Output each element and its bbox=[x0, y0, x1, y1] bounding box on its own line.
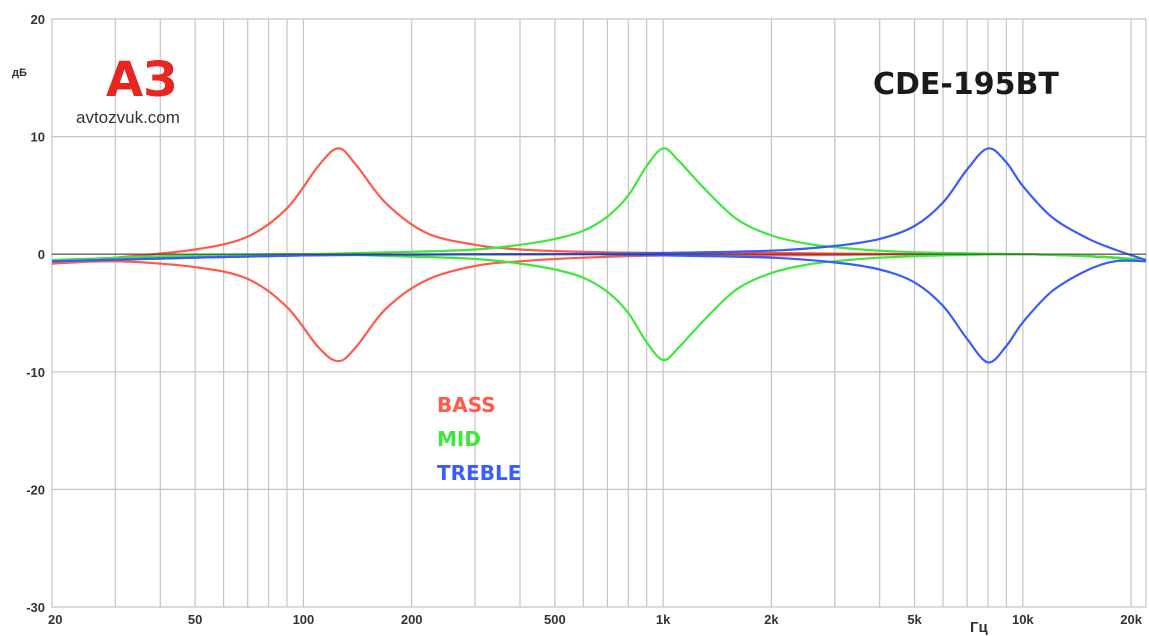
legend-item-treble: TREBLE bbox=[437, 461, 521, 485]
legend: BASS MID TREBLE bbox=[437, 393, 521, 485]
response-curves bbox=[51, 147, 1147, 364]
legend-item-bass: BASS bbox=[437, 393, 496, 417]
x-tick-label: 1k bbox=[656, 612, 671, 627]
y-tick-label: 10 bbox=[31, 130, 45, 145]
y-tick-label: -30 bbox=[26, 600, 45, 615]
y-tick-label: -10 bbox=[26, 365, 45, 380]
y-tick-label: 0 bbox=[38, 247, 45, 262]
logo-site: avtozvuk.com bbox=[76, 108, 180, 127]
plot-area bbox=[51, 18, 1147, 608]
x-tick-label: 2k bbox=[764, 612, 779, 627]
x-tick-label: 50 bbox=[188, 612, 202, 627]
x-tick-label: 200 bbox=[401, 612, 423, 627]
x-axis-label: Гц bbox=[970, 619, 989, 636]
y-axis-label: дБ bbox=[12, 67, 27, 79]
x-tick-label: 100 bbox=[293, 612, 315, 627]
x-tick-label: 500 bbox=[544, 612, 566, 627]
chart-title: CDE-195BT bbox=[873, 67, 1059, 102]
legend-item-mid: MID bbox=[437, 427, 481, 451]
x-tick-label: 20k bbox=[1120, 612, 1142, 627]
mid-boost-curve bbox=[51, 147, 1147, 262]
y-tick-label: -20 bbox=[26, 482, 45, 497]
x-tick-label: 10k bbox=[1012, 612, 1034, 627]
site-logo: АЗ avtozvuk.com bbox=[76, 52, 180, 127]
x-tick-label: 5k bbox=[907, 612, 922, 627]
x-tick-label: 20 bbox=[48, 612, 62, 627]
logo-mark: АЗ bbox=[106, 52, 177, 108]
mid-cut-curve bbox=[51, 253, 1147, 362]
y-tick-label: 20 bbox=[31, 12, 45, 27]
